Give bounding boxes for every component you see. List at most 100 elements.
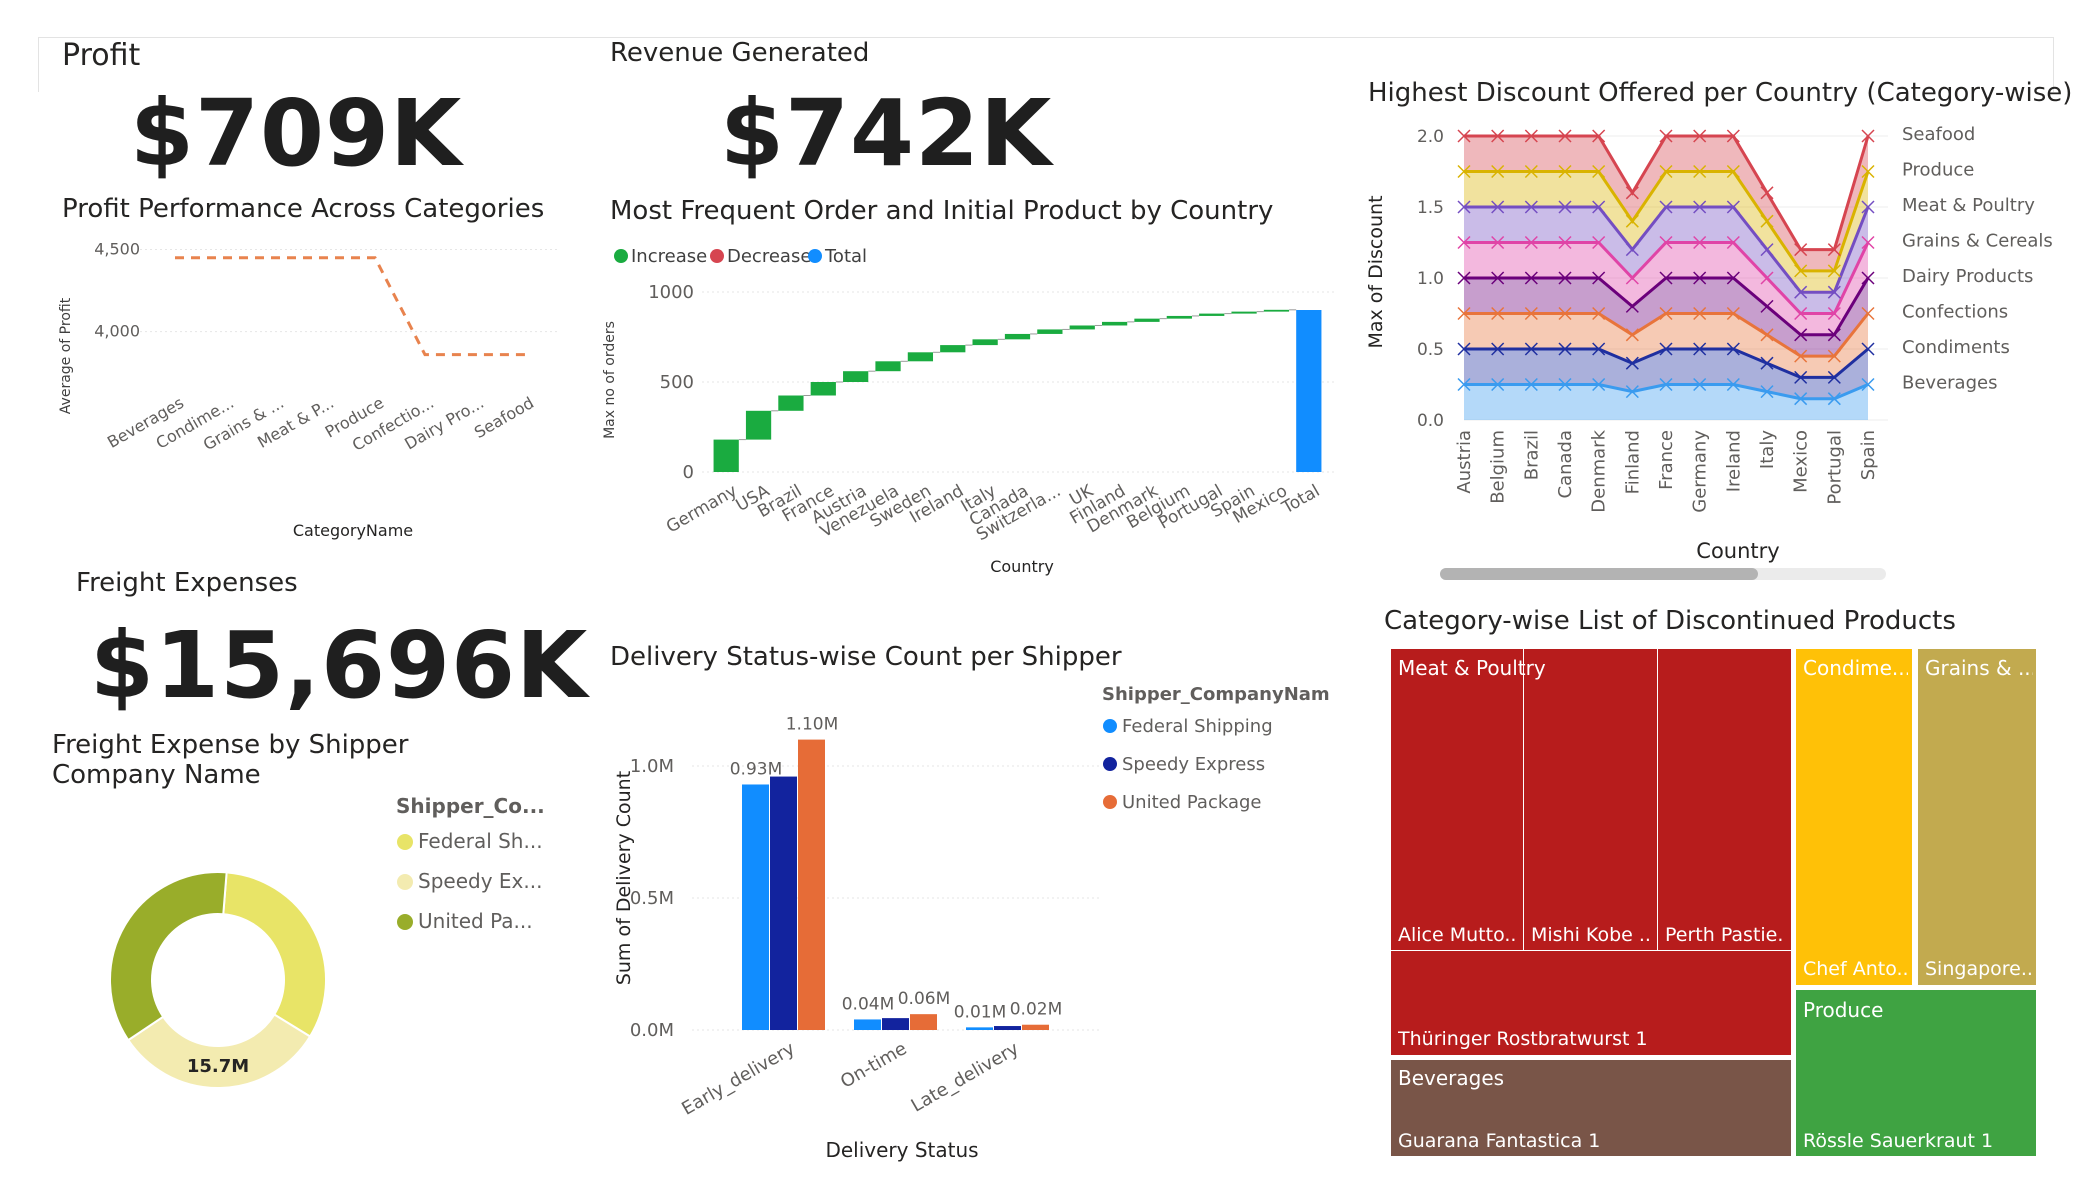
discount-point-marker — [1592, 200, 1606, 214]
discount-chart-title: Highest Discount Offered per Country (Ca… — [1368, 78, 2073, 108]
delivery-data-label: 0.04M — [842, 994, 895, 1014]
discount-point-marker — [1558, 342, 1572, 356]
donut-legend-title: Shipper_Co... — [396, 794, 545, 818]
treemap-produce-group[interactable] — [1795, 989, 2037, 1157]
discount-point-marker — [1558, 271, 1572, 285]
delivery-legend-marker — [1103, 757, 1117, 771]
waterfall-legend-marker — [614, 249, 628, 263]
delivery-x-axis-label: Delivery Status — [825, 1138, 978, 1162]
discount-point-marker — [1861, 129, 1875, 143]
discount-point-marker — [1625, 299, 1639, 313]
discount-point-marker — [1524, 306, 1538, 321]
discount-point-marker — [1592, 342, 1606, 356]
waterfall-x-axis-label: Country — [990, 557, 1054, 576]
discount-point-marker — [1861, 235, 1875, 250]
discount-point-marker — [1457, 306, 1471, 321]
treemap-label-rossle: Rössle Sauerkraut 1 — [1803, 1130, 1994, 1152]
discount-point-marker — [1558, 129, 1572, 143]
discount-point-marker — [1827, 285, 1841, 299]
discount-point-marker — [1592, 164, 1606, 179]
donut-slice — [222, 871, 327, 1038]
revenue-kpi-title: Revenue Generated — [610, 38, 870, 68]
donut-legend-marker — [397, 914, 413, 930]
discount-point-marker — [1760, 356, 1774, 370]
discount-point-marker — [1794, 392, 1808, 406]
discount-point-marker — [1760, 299, 1774, 313]
discount-point-marker — [1491, 377, 1505, 392]
waterfall-bar-total — [1296, 310, 1322, 472]
discount-legend-label: Seafood — [1902, 124, 1975, 145]
discount-point-marker — [1524, 271, 1538, 285]
discount-point-marker — [1558, 235, 1572, 250]
discount-area-chart: 0.0 0.5 1.0 1.5 2.0 Austria Belgium Brazil Cana… — [1365, 124, 2053, 580]
discount-x-tick: Denmark — [1589, 429, 1610, 512]
discount-point-marker — [1760, 186, 1774, 200]
donut-legend-label: United Pa... — [418, 909, 533, 933]
delivery-legend-marker — [1103, 719, 1117, 733]
discount-point-marker — [1693, 164, 1707, 179]
treemap-item-perth[interactable] — [1657, 648, 1792, 951]
delivery-bar-federal-shipping — [742, 784, 769, 1030]
discount-point-marker — [1457, 235, 1471, 250]
treemap-item-alice[interactable] — [1390, 648, 1524, 951]
discount-point-marker — [1491, 200, 1505, 214]
discount-point-marker — [1760, 271, 1774, 285]
delivery-chart-title: Delivery Status-wise Count per Shipper — [610, 642, 1122, 672]
discount-point-marker — [1558, 164, 1572, 179]
discount-point-marker — [1827, 370, 1841, 384]
discount-point-marker — [1794, 306, 1808, 321]
delivery-bar-federal-shipping — [854, 1019, 881, 1030]
discount-point-marker — [1625, 243, 1639, 257]
discount-point-marker — [1726, 306, 1740, 321]
donut-legend-marker — [397, 834, 413, 850]
discount-x-axis-label: Country — [1696, 539, 1779, 563]
discount-point-marker — [1592, 271, 1606, 285]
delivery-legend-label: United Package — [1122, 792, 1261, 813]
waterfall-bar-increase — [1101, 321, 1128, 326]
discount-point-marker — [1491, 129, 1505, 143]
treemap-item-thuringer[interactable] — [1390, 950, 1792, 1056]
discount-point-marker — [1760, 214, 1774, 228]
treemap-grains-label: Grains & ... — [1925, 656, 2033, 680]
discount-point-marker — [1861, 200, 1875, 214]
discount-x-tick: Belgium — [1488, 430, 1509, 504]
treemap-condiments-label: Condime... — [1803, 656, 1908, 680]
discount-point-marker — [1491, 271, 1505, 285]
waterfall-x-tick: Germany — [663, 481, 741, 537]
treemap-label-perth: Perth Pastie... — [1665, 924, 1785, 946]
discount-point-marker — [1659, 271, 1673, 285]
discount-point-marker — [1592, 235, 1606, 250]
discount-point-marker — [1524, 200, 1538, 214]
profit-x-axis-label: CategoryName — [293, 521, 413, 540]
discount-point-marker — [1524, 164, 1538, 179]
delivery-bar-speedy-express — [994, 1026, 1021, 1030]
treemap-item-mishi[interactable] — [1523, 648, 1658, 951]
discount-point-marker — [1457, 164, 1471, 179]
waterfall-bar-increase — [1231, 311, 1257, 314]
treemap-grains-group[interactable] — [1917, 648, 2037, 986]
waterfall-bar-increase — [1166, 315, 1192, 319]
discount-point-marker — [1693, 342, 1707, 356]
discount-x-tick: Brazil — [1521, 430, 1542, 480]
delivery-y-tick: 1.0M — [630, 756, 674, 777]
discount-point-marker — [1794, 370, 1808, 384]
treemap-beverages-group[interactable] — [1390, 1059, 1792, 1157]
discount-scrollbar-thumb[interactable] — [1440, 568, 1758, 580]
discount-point-marker — [1524, 377, 1538, 392]
treemap-condiments-group[interactable] — [1795, 648, 1913, 986]
waterfall-legend-label: Increase — [631, 246, 707, 267]
waterfall-bar-increase — [1199, 313, 1225, 316]
delivery-legend-label: Speedy Express — [1122, 754, 1265, 775]
profit-y-tick: 4,000 — [94, 322, 140, 341]
discount-x-tick: Austria — [1454, 430, 1475, 494]
donut-legend-label: Federal Sh... — [418, 829, 543, 853]
discount-y-tick: 1.0 — [1417, 269, 1444, 289]
discount-point-marker — [1861, 377, 1875, 392]
freight-kpi-value: $15,696K — [90, 612, 589, 719]
discount-point-marker — [1659, 164, 1673, 179]
discount-point-marker — [1625, 356, 1639, 370]
donut-legend-label: Speedy Ex... — [418, 869, 542, 893]
discount-point-marker — [1861, 271, 1875, 285]
discount-point-marker — [1524, 342, 1538, 356]
freight-donut-title: Freight Expense by Shipper Company Name — [52, 730, 409, 790]
